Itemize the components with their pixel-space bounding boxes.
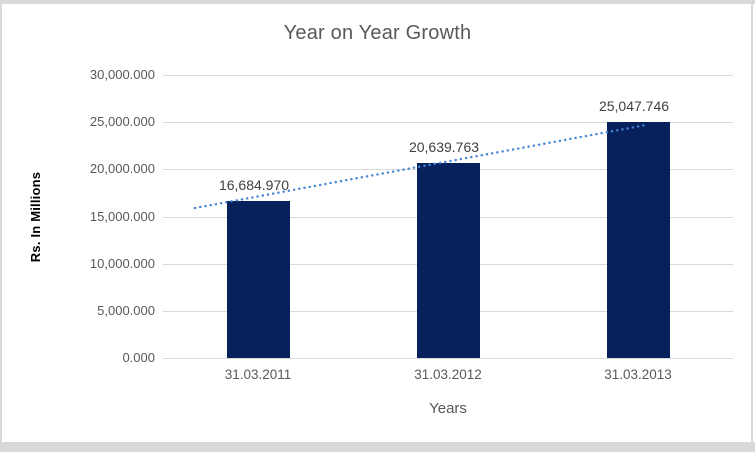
chart-border-bottom — [0, 442, 755, 452]
bar-31.03.2011 — [226, 200, 290, 358]
x-tick-label: 31.03.2013 — [604, 367, 672, 382]
x-axis-title: Years — [429, 400, 467, 417]
gridline — [163, 75, 733, 76]
y-tick-label: 20,000.000 — [89, 161, 155, 176]
bar-31.03.2013 — [606, 121, 670, 358]
chart-border-left — [0, 0, 2, 452]
y-tick-label: 25,000.000 — [89, 114, 155, 129]
bar-31.03.2012 — [416, 163, 480, 358]
trendline — [193, 123, 648, 210]
chart-border-right — [751, 0, 753, 452]
y-tick-label: 5,000.000 — [97, 303, 155, 318]
x-tick-label: 31.03.2011 — [224, 367, 292, 382]
data-label: 25,047.746 — [598, 97, 670, 114]
x-tick-label: 31.03.2012 — [414, 367, 482, 382]
data-label: 16,684.970 — [218, 176, 290, 193]
y-tick-label: 30,000.000 — [89, 67, 155, 82]
chart-border-top — [0, 0, 755, 4]
gridline — [163, 122, 733, 123]
y-tick-label: 10,000.000 — [89, 256, 155, 271]
y-tick-label: 15,000.000 — [89, 209, 155, 224]
chart-title: Year on Year Growth — [283, 22, 472, 44]
y-tick-label: 0.000 — [122, 350, 155, 365]
data-label: 20,639.763 — [408, 139, 480, 156]
gridline — [163, 358, 733, 359]
plot-area: 16,684.970 20,639.763 25,047.746 — [163, 75, 733, 359]
